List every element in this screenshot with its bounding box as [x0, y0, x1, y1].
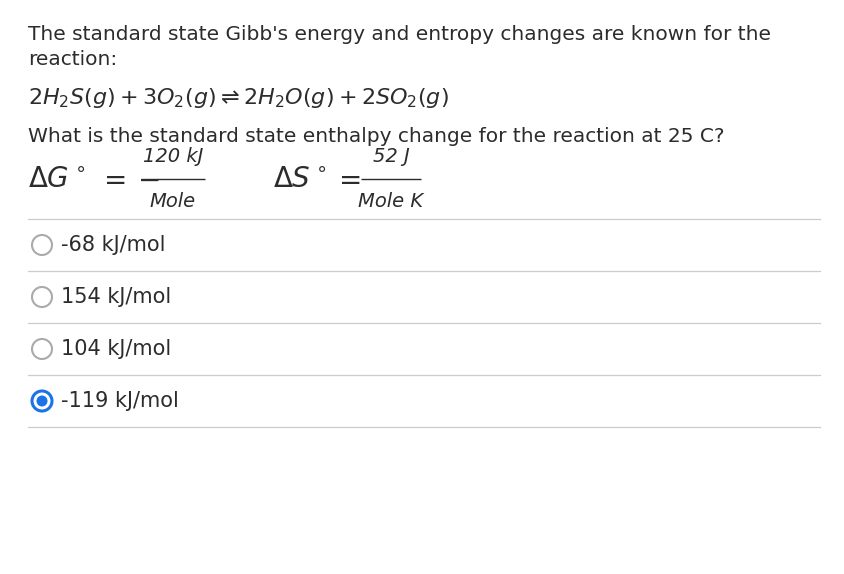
- Text: -68 kJ/mol: -68 kJ/mol: [61, 235, 165, 255]
- Text: What is the standard state enthalpy change for the reaction at 25 C?: What is the standard state enthalpy chan…: [28, 127, 723, 146]
- Circle shape: [32, 287, 52, 307]
- Circle shape: [32, 391, 52, 411]
- Text: $=$: $=$: [333, 165, 360, 193]
- Text: $\Delta S^\circ$: $\Delta S^\circ$: [273, 165, 326, 193]
- Text: Mole: Mole: [149, 192, 196, 211]
- Text: The standard state Gibb's energy and entropy changes are known for the: The standard state Gibb's energy and ent…: [28, 25, 770, 44]
- Text: $= -$: $= -$: [98, 165, 160, 193]
- Text: Mole K: Mole K: [358, 192, 423, 211]
- Circle shape: [32, 339, 52, 359]
- Circle shape: [32, 235, 52, 255]
- Text: -119 kJ/mol: -119 kJ/mol: [61, 391, 179, 411]
- Text: 104 kJ/mol: 104 kJ/mol: [61, 339, 171, 359]
- Text: 154 kJ/mol: 154 kJ/mol: [61, 287, 171, 307]
- Circle shape: [36, 395, 47, 406]
- Text: $\Delta G^\circ$: $\Delta G^\circ$: [28, 165, 85, 193]
- Text: 120 kJ: 120 kJ: [143, 147, 203, 166]
- Text: reaction:: reaction:: [28, 50, 117, 69]
- Text: 52 J: 52 J: [372, 147, 408, 166]
- Text: $2H_2S(g)+3O_2(g) \rightleftharpoons 2H_2O(g)+2SO_2(g)$: $2H_2S(g)+3O_2(g) \rightleftharpoons 2H_…: [28, 86, 448, 110]
